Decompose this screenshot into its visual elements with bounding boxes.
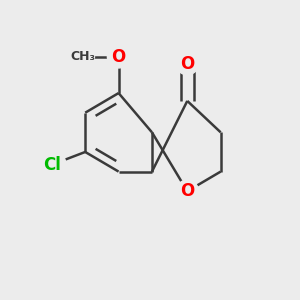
Circle shape bbox=[176, 180, 199, 203]
Circle shape bbox=[176, 52, 199, 75]
Circle shape bbox=[107, 46, 130, 68]
Circle shape bbox=[72, 46, 94, 68]
Circle shape bbox=[38, 151, 66, 179]
Text: O: O bbox=[180, 55, 194, 73]
Text: CH₃: CH₃ bbox=[71, 50, 96, 63]
Text: O: O bbox=[180, 182, 194, 200]
Text: O: O bbox=[112, 48, 126, 66]
Text: Cl: Cl bbox=[43, 156, 61, 174]
